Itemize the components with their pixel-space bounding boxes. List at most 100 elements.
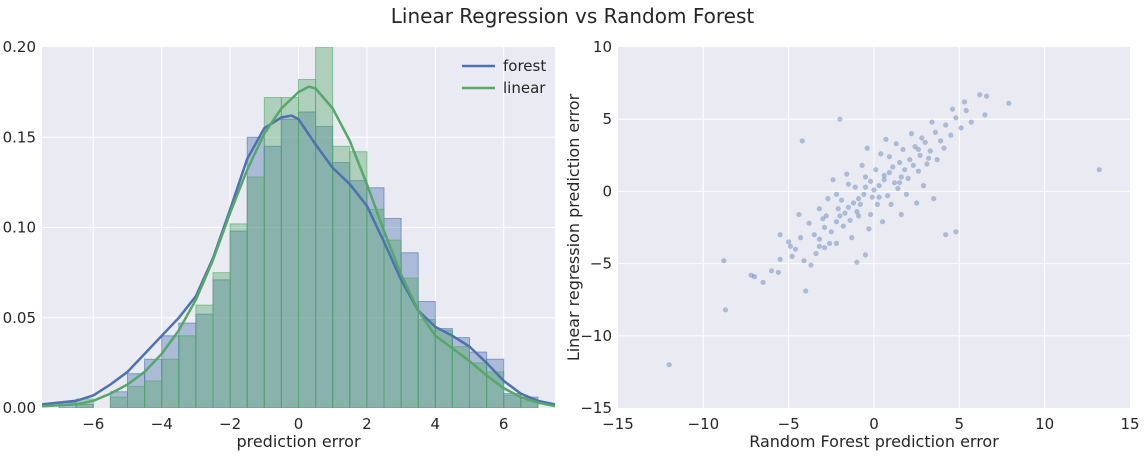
scatter-marks <box>666 92 1102 368</box>
scatter-x-tick-label: −10 <box>688 415 720 433</box>
scatter-point <box>912 144 918 150</box>
scatter-point <box>968 119 974 125</box>
linear-hist-bar <box>144 380 163 408</box>
scatter-point <box>792 246 799 252</box>
scatter-point <box>844 171 850 177</box>
scatter-point <box>862 184 869 190</box>
scatter-point <box>910 162 916 168</box>
scatter-point <box>917 152 923 158</box>
scatter-point <box>808 262 814 268</box>
linear-kde-line <box>42 85 555 408</box>
scatter-point <box>839 197 845 203</box>
scatter-point <box>789 253 795 259</box>
scatter-point <box>888 201 894 207</box>
hist-marks <box>42 47 555 408</box>
scatter-point <box>868 178 874 184</box>
scatter-point <box>813 250 819 257</box>
scatter-point <box>816 206 823 212</box>
scatter-point <box>915 168 922 174</box>
scatter-point <box>777 232 783 238</box>
scatter-point <box>760 279 766 285</box>
scatter-point <box>890 164 896 170</box>
scatter-point <box>833 219 840 225</box>
scatter-point <box>871 187 877 193</box>
scatter-point <box>1096 167 1102 173</box>
scatter-point <box>847 217 853 223</box>
linear-hist-bar <box>280 97 299 408</box>
hist-x-tick-label: −6 <box>82 415 104 433</box>
scatter-point <box>837 213 843 219</box>
scatter-point <box>806 220 812 226</box>
scatter-point <box>878 151 884 157</box>
linear-hist-bar <box>212 272 231 408</box>
scatter-point <box>811 232 817 238</box>
scatter-point <box>905 175 911 181</box>
scatter-point <box>861 191 867 197</box>
scatter-point <box>801 258 807 264</box>
linear-hist-bar <box>349 151 368 408</box>
scatter-point <box>938 138 944 144</box>
scatter-point <box>886 154 893 160</box>
scatter-point <box>868 211 874 218</box>
scatter-point <box>876 194 882 200</box>
scatter-point <box>922 139 928 145</box>
scatter-point <box>833 191 840 197</box>
scatter-point <box>874 201 881 207</box>
linear-hist-bar <box>298 78 317 408</box>
scatter-point <box>982 112 988 118</box>
hist-x-axis-label: prediction error <box>236 432 361 451</box>
scatter-point <box>798 235 804 241</box>
hist-x-tick-label: 4 <box>431 415 441 433</box>
linear-hist-bar <box>332 145 351 408</box>
scatter-point <box>787 243 794 249</box>
scatter-point <box>799 138 805 144</box>
scatter-point <box>903 191 910 197</box>
scatter-point <box>777 256 783 262</box>
hist-x-tick-label: 6 <box>499 415 509 433</box>
scatter-point <box>850 200 857 206</box>
scatter-point <box>796 211 802 218</box>
scatter-point <box>803 288 809 294</box>
scatter-point <box>920 183 927 189</box>
scatter-point <box>857 201 863 207</box>
scatter-point <box>859 162 865 168</box>
scatter-point <box>856 196 862 202</box>
scatter-point <box>864 145 870 151</box>
scatter-point <box>943 232 949 238</box>
hist-y-tick-label: 0.15 <box>3 128 36 146</box>
scatter-y-axis-label: Linear regression prediction error <box>564 93 583 361</box>
scatter-point <box>881 172 887 179</box>
scatter-y-tick-label: −15 <box>580 399 612 417</box>
scatter-point <box>748 272 754 278</box>
scatter-point <box>842 210 848 216</box>
scatter-point <box>816 236 823 242</box>
scatter-point <box>816 243 823 249</box>
linear-hist-bar <box>263 97 282 408</box>
scatter-point <box>984 93 990 99</box>
scatter-point <box>869 194 875 200</box>
scatter-point <box>820 216 826 222</box>
scatter-point <box>751 274 758 280</box>
hist-x-tick-label: −4 <box>151 415 173 433</box>
scatter-point <box>862 174 869 180</box>
scatter-point <box>775 269 782 275</box>
scatter-point <box>926 155 932 161</box>
hist-legend: forest linear <box>462 57 546 97</box>
forest-legend-label: forest <box>503 57 546 75</box>
scatter-x-tick-label: 0 <box>869 415 879 433</box>
scatter-point <box>835 206 841 212</box>
hist-y-tick-label: 0.20 <box>3 38 36 56</box>
scatter-point <box>924 161 930 167</box>
linear-hist-bar <box>229 223 248 408</box>
scatter-point <box>879 219 886 225</box>
scatter-point <box>823 213 829 219</box>
scatter-point <box>837 116 843 122</box>
linear-hist-bar <box>503 394 522 408</box>
scatter-point <box>876 183 882 189</box>
scatter-point <box>721 258 727 264</box>
scatter-point <box>898 174 904 180</box>
linear-hist-bar <box>178 335 197 408</box>
scatter-point <box>914 200 920 206</box>
scatter-point <box>873 167 879 173</box>
